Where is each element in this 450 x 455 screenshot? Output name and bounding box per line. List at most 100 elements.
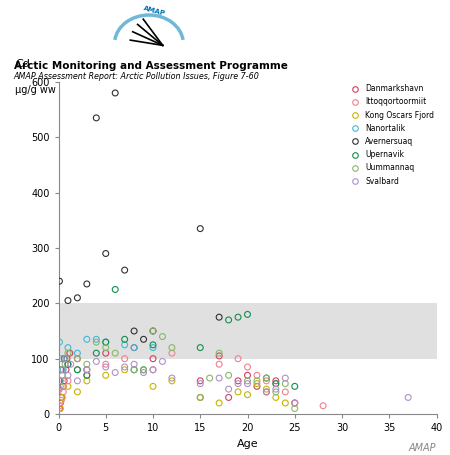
Kong Oscars Fjord (244, 391, 251, 398)
Uummannaq (93, 339, 100, 346)
Svalbard (57, 377, 64, 384)
Nanortalik (58, 355, 65, 362)
Nanortalik (102, 339, 109, 346)
Upernavik (263, 374, 270, 382)
Uummannaq (130, 366, 138, 374)
Avernersuaq (74, 294, 81, 302)
Upernavik (61, 355, 68, 362)
Uummannaq (112, 349, 119, 357)
Svalbard (282, 374, 289, 382)
Kong Oscars Fjord (216, 399, 223, 407)
Nanortalik (121, 341, 128, 349)
Kong Oscars Fjord (282, 399, 289, 407)
Text: Arctic Monitoring and Assessment Programme: Arctic Monitoring and Assessment Program… (14, 61, 288, 71)
Danmarkshavn (63, 355, 71, 362)
Ittoqqortoormiit (244, 364, 251, 371)
Svalbard (83, 366, 90, 374)
Uummannaq (282, 380, 289, 387)
Svalbard (58, 366, 66, 374)
Upernavik (83, 372, 90, 379)
Ittoqqortoormiit (263, 377, 270, 384)
Svalbard (64, 372, 72, 379)
Svalbard (130, 360, 138, 368)
Uummannaq (102, 344, 109, 351)
Upernavik (112, 286, 119, 293)
Nanortalik (130, 344, 138, 351)
Nanortalik (59, 366, 67, 374)
Danmarkshavn (102, 349, 109, 357)
Text: AMAP: AMAP (409, 443, 436, 453)
Svalbard (102, 364, 109, 371)
Upernavik (244, 311, 251, 318)
Nanortalik (64, 344, 72, 351)
Avernersuaq (216, 313, 223, 321)
Avernersuaq (93, 114, 100, 121)
Kong Oscars Fjord (83, 377, 90, 384)
Avernersuaq (197, 225, 204, 232)
Ittoqqortoormiit (320, 402, 327, 410)
Kong Oscars Fjord (121, 366, 128, 374)
Kong Oscars Fjord (272, 394, 279, 401)
Kong Oscars Fjord (168, 377, 176, 384)
Nanortalik (93, 336, 100, 343)
Uummannaq (253, 377, 261, 384)
Ittoqqortoormiit (168, 349, 176, 357)
Danmarkshavn (56, 405, 63, 412)
Upernavik (121, 336, 128, 343)
Danmarkshavn (234, 377, 242, 384)
Uummannaq (168, 344, 176, 351)
Ittoqqortoormiit (272, 380, 279, 387)
Danmarkshavn (263, 388, 270, 395)
Svalbard (140, 369, 147, 376)
Uummannaq (140, 366, 147, 374)
Text: AMAP: AMAP (143, 5, 166, 17)
Text: AMAP Assessment Report: Arctic Pollution Issues, Figure 7-60: AMAP Assessment Report: Arctic Pollution… (14, 72, 259, 81)
Kong Oscars Fjord (102, 372, 109, 379)
Upernavik (64, 360, 72, 368)
Uummannaq (225, 372, 232, 379)
Bar (58, 303, 436, 359)
Uummannaq (149, 328, 157, 335)
Avernersuaq (149, 328, 157, 335)
Svalbard (263, 388, 270, 395)
Uummannaq (58, 372, 66, 379)
Upernavik (74, 366, 81, 374)
Ittoqqortoormiit (253, 372, 261, 379)
Upernavik (149, 341, 157, 349)
Kong Oscars Fjord (57, 405, 64, 412)
Avernersuaq (83, 280, 90, 288)
Upernavik (56, 377, 63, 384)
Danmarkshavn (63, 366, 70, 374)
Upernavik (225, 316, 232, 324)
Text: µg/g ww: µg/g ww (15, 85, 56, 95)
Kong Oscars Fjord (253, 380, 261, 387)
Uummannaq (216, 349, 223, 357)
Kong Oscars Fjord (74, 388, 81, 395)
Kong Oscars Fjord (234, 388, 242, 395)
Svalbard (56, 385, 63, 393)
Avernersuaq (102, 250, 109, 257)
Avernersuaq (112, 89, 119, 96)
Ittoqqortoormiit (83, 372, 90, 379)
Uummannaq (74, 355, 81, 362)
Danmarkshavn (130, 344, 138, 351)
Legend: Danmarkshavn, Ittoqqortoormiit, Kong Oscars Fjord, Nanortalik, Avernersuaq, Uper: Danmarkshavn, Ittoqqortoormiit, Kong Osc… (347, 84, 434, 186)
Danmarkshavn (216, 352, 223, 359)
Nanortalik (56, 339, 63, 346)
Danmarkshavn (57, 399, 64, 407)
Uummannaq (263, 374, 270, 382)
Danmarkshavn (149, 355, 157, 362)
Uummannaq (57, 383, 64, 390)
Danmarkshavn (197, 377, 204, 384)
Svalbard (67, 360, 74, 368)
Danmarkshavn (272, 377, 279, 384)
Svalbard (93, 358, 100, 365)
Ittoqqortoormiit (149, 366, 157, 374)
Svalbard (159, 358, 166, 365)
Svalbard (121, 364, 128, 371)
Upernavik (272, 380, 279, 387)
Ittoqqortoormiit (58, 397, 65, 404)
Svalbard (168, 374, 176, 382)
Uummannaq (64, 349, 72, 357)
Uummannaq (244, 377, 251, 384)
